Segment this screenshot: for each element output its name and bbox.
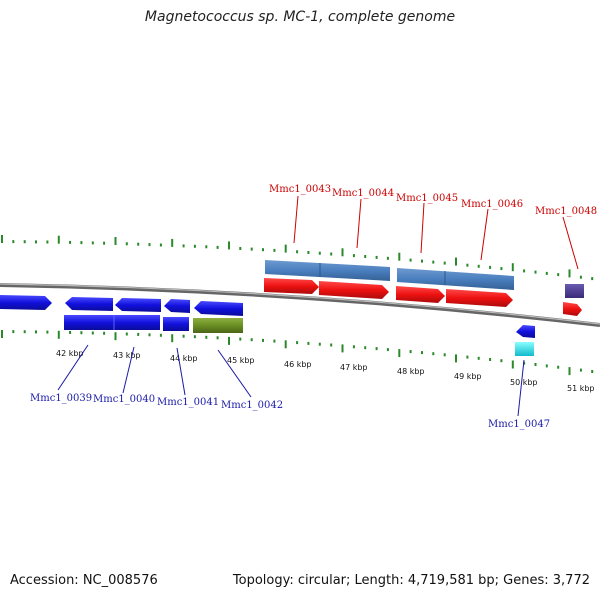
gene-bar[interactable] (265, 260, 390, 281)
cds-arrow[interactable] (516, 325, 535, 338)
scale-label: 43 kbp (113, 351, 141, 360)
cds-reverse (0, 295, 535, 338)
scale-label: 50 kbp (510, 378, 538, 387)
gene-label[interactable]: Mmc1_0047 (488, 419, 550, 430)
gene-bars-forward (265, 260, 514, 290)
gene-label[interactable]: Mmc1_0040 (93, 394, 155, 405)
scale-label: 51 kbp (567, 384, 595, 393)
leader-line (562, 216, 579, 270)
cds-forward (264, 278, 584, 316)
cds-arrow[interactable] (319, 281, 389, 299)
cds-arrow[interactable] (396, 286, 445, 303)
scale-label: 45 kbp (227, 356, 255, 365)
outer-tick-ring (1, 235, 594, 281)
genome-backbone-highlight (0, 283, 600, 325)
scale-labels: 42 kbp 43 kbp 44 kbp 45 kbp 46 kbp 47 kb… (56, 349, 595, 393)
cds-arrow[interactable] (264, 278, 319, 294)
cds-arrow[interactable] (164, 299, 190, 313)
cds-arrow[interactable] (65, 297, 113, 311)
scale-label: 44 kbp (170, 354, 198, 363)
cds-arrow[interactable] (194, 301, 243, 316)
scale-label: 49 kbp (454, 372, 482, 381)
leader-line (356, 198, 362, 249)
trna-feature[interactable] (515, 342, 534, 356)
gene-bar[interactable] (64, 315, 160, 330)
gene-bar[interactable] (163, 317, 189, 331)
cds-arrow[interactable] (446, 289, 513, 307)
gene-label[interactable]: Mmc1_0041 (157, 397, 219, 408)
cds-arrow[interactable] (115, 298, 161, 312)
leader-line (293, 195, 299, 244)
gene-bars-reverse (64, 315, 534, 356)
gene-label[interactable]: Mmc1_0044 (332, 188, 394, 199)
rna-feature[interactable] (193, 318, 243, 333)
leader-line (517, 359, 525, 417)
gene-label[interactable]: Mmc1_0039 (30, 393, 92, 404)
cds-arrow[interactable] (0, 295, 52, 310)
gene-label[interactable]: Mmc1_0043 (269, 184, 331, 195)
map-title: Magnetococcus sp. MC-1, complete genome (144, 9, 456, 25)
misc-feature[interactable] (565, 284, 584, 298)
leader-line (480, 208, 489, 261)
scale-label: 46 kbp (284, 360, 312, 369)
scale-label: 48 kbp (397, 367, 425, 376)
scale-label: 47 kbp (340, 363, 368, 372)
scale-label: 42 kbp (56, 349, 84, 358)
genome-backbone (0, 283, 600, 327)
gene-label[interactable]: Mmc1_0048 (535, 206, 597, 217)
gene-label[interactable]: Mmc1_0046 (461, 199, 523, 210)
cds-arrow[interactable] (563, 302, 582, 316)
gene-label[interactable]: Mmc1_0045 (396, 193, 458, 204)
genome-summary-text: Topology: circular; Length: 4,719,581 bp… (232, 573, 590, 588)
gene-label[interactable]: Mmc1_0042 (221, 400, 283, 411)
leader-line (57, 344, 89, 391)
gene-bar[interactable] (397, 268, 514, 290)
leader-line (122, 346, 135, 394)
reverse-gene-labels: Mmc1_0039 Mmc1_0040 Mmc1_0041 Mmc1_0042 … (30, 344, 550, 430)
leader-line (176, 347, 186, 396)
inner-tick-ring (1, 330, 594, 376)
forward-gene-labels: Mmc1_0043 Mmc1_0044 Mmc1_0045 Mmc1_0046 … (269, 184, 597, 270)
leader-line (420, 202, 425, 254)
accession-text: Accession: NC_008576 (10, 573, 158, 588)
leader-line (217, 349, 252, 398)
